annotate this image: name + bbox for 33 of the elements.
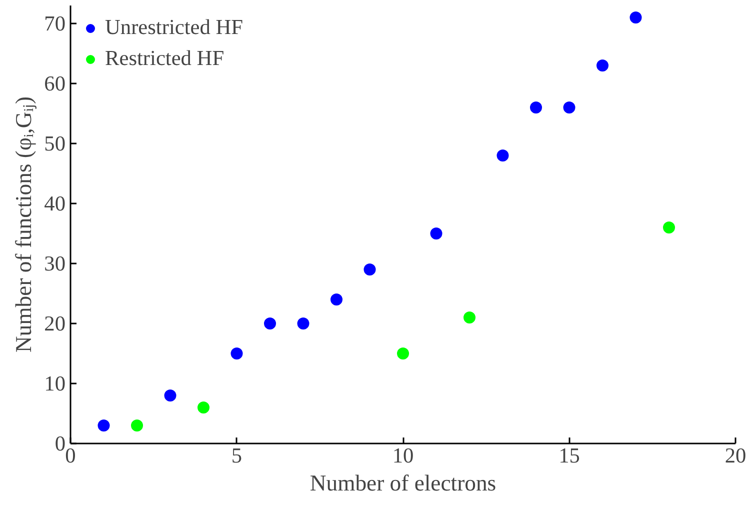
point xyxy=(596,60,608,72)
y-tick-label: 50 xyxy=(44,132,66,156)
y-tick-label: 10 xyxy=(44,372,66,396)
y-tick-label: 70 xyxy=(44,12,66,36)
point xyxy=(198,402,210,414)
point xyxy=(430,228,442,240)
x-tick-label: 15 xyxy=(558,444,580,468)
y-tick-label: 20 xyxy=(44,312,66,336)
y-axis-title: Number of functions (φᵢ,Gᵢⱼ) xyxy=(11,96,38,353)
y-tick-label: 30 xyxy=(44,252,66,276)
point xyxy=(464,312,476,324)
point xyxy=(663,222,675,234)
y-tick-label: 60 xyxy=(44,72,66,96)
point xyxy=(164,390,176,402)
point xyxy=(364,264,376,276)
x-tick-label: 5 xyxy=(231,444,242,468)
point xyxy=(131,420,143,432)
point xyxy=(297,318,310,330)
point xyxy=(530,102,542,114)
legend-label: Restricted HF xyxy=(105,46,224,71)
x-tick-label: 10 xyxy=(392,444,414,468)
point xyxy=(630,12,642,24)
point xyxy=(563,102,576,114)
point xyxy=(230,348,243,360)
point xyxy=(496,150,509,162)
point xyxy=(98,420,110,432)
point xyxy=(397,348,409,360)
x-axis-title: Number of electrons xyxy=(310,470,496,496)
legend-label: Unrestricted HF xyxy=(105,15,244,40)
y-tick-label: 40 xyxy=(44,192,66,216)
x-tick-label: 20 xyxy=(724,444,746,468)
point xyxy=(264,318,276,330)
point xyxy=(330,294,342,306)
